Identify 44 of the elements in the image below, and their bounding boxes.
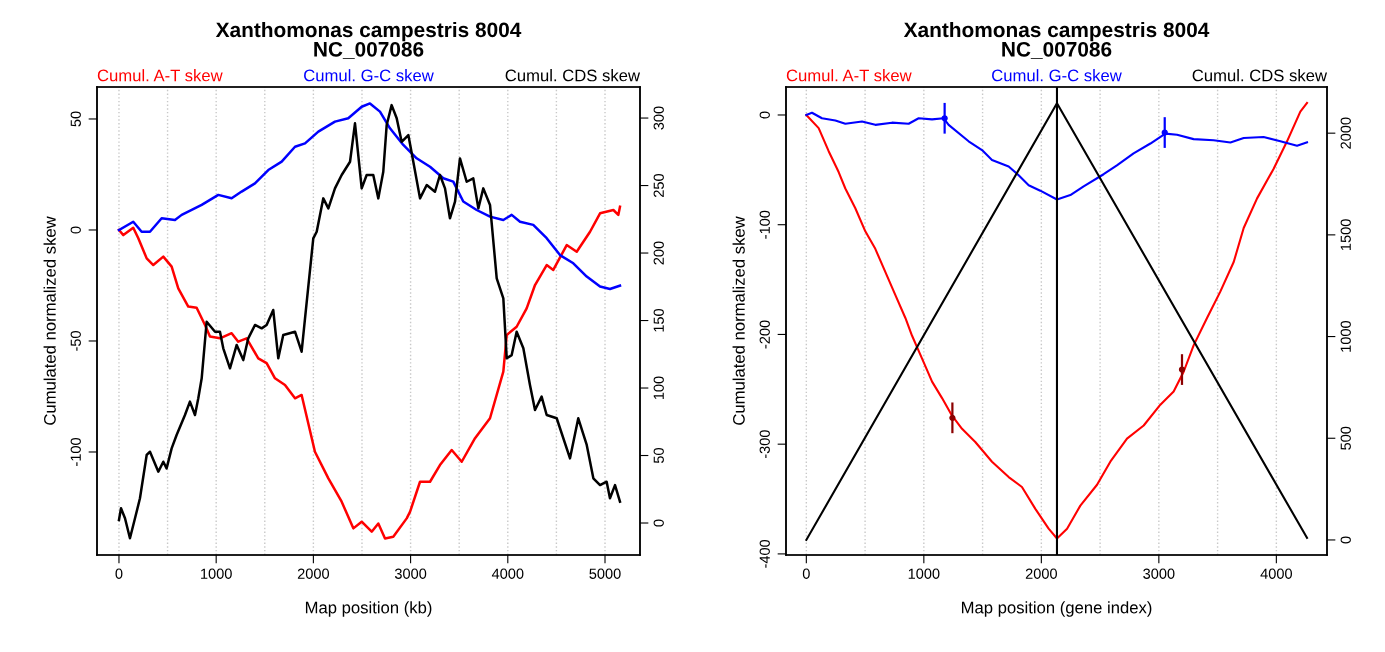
y2-tick-label: 2000 (1340, 117, 1351, 149)
y2-tick-label: 50 (653, 447, 664, 464)
y-tick-label: -300 (759, 430, 770, 459)
text: Cumul. CDS skew (505, 69, 641, 82)
y-tick-label: 0 (70, 226, 81, 234)
y-axis-title: Cumulated normalized skew (43, 216, 56, 425)
x-tick-label: 4000 (491, 568, 524, 579)
x-tick-label: 1000 (908, 568, 940, 579)
y-tick-label: -100 (70, 437, 81, 466)
x-tick-label: 5000 (589, 568, 621, 579)
y-tick-label: -100 (759, 210, 770, 239)
y2-tick-label: 250 (653, 173, 664, 197)
x-tick-label: 4000 (1260, 568, 1293, 579)
y2-tick-label: 150 (653, 308, 664, 332)
chart-title: Xanthomonas campestris 8004 NC_007086 (215, 21, 522, 59)
chart-title: Xanthomonas campestris 8004 NC_007086 (903, 21, 1210, 59)
text: Cumul. CDS skew (1192, 69, 1328, 82)
y-tick-label: -400 (759, 539, 770, 568)
series-label: Cumul. G-C skew (304, 69, 434, 82)
x-tick-label: 2000 (1025, 568, 1057, 579)
y2-tick-label: 100 (653, 376, 664, 400)
y-tick-label: 50 (70, 111, 81, 127)
x-axis-title: Map position (kb) (305, 601, 432, 617)
x-tick-label: 3000 (1143, 568, 1175, 579)
y-tick-label: -200 (759, 320, 770, 349)
y2-tick-label: 500 (1340, 426, 1351, 450)
y2-tick-label: 300 (653, 106, 664, 130)
x-tick-label: 1000 (201, 568, 232, 579)
x-tick-label: 2000 (297, 568, 330, 579)
y2-tick-label: 1000 (1340, 320, 1351, 352)
y2-tick-label: 200 (653, 241, 664, 265)
x-tick-label: 0 (115, 568, 123, 579)
y2-tick-label: 0 (1340, 536, 1351, 544)
x-tick-label: 0 (802, 568, 810, 579)
y-tick-label: -50 (70, 331, 81, 351)
y2-tick-label: 1500 (1340, 219, 1351, 250)
x-axis-title: Map position (gene index) (961, 601, 1152, 617)
text: Cumul. A-T skew (97, 69, 223, 82)
text: Cumul. A-T skew (786, 69, 912, 82)
y-tick-label: 0 (759, 111, 770, 119)
y2-tick-label: 0 (653, 519, 664, 527)
y-axis-title: Cumulated normalized skew (732, 216, 745, 425)
text: Cumul. G-C skew (992, 69, 1122, 82)
x-tick-label: 3000 (394, 568, 427, 579)
